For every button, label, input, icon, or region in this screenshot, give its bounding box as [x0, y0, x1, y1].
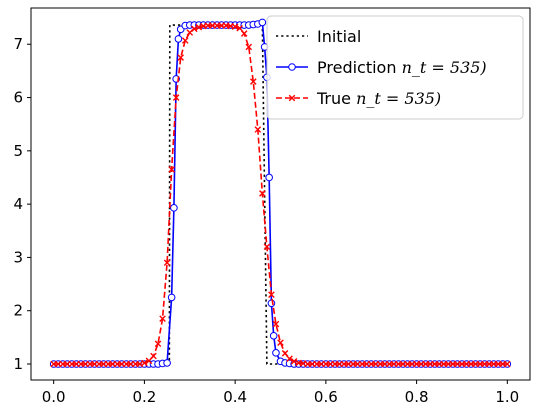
legend-label-2: True n_t = 535) — [316, 89, 441, 108]
x-tick-label-2: 0.4 — [223, 388, 247, 406]
series-2-point-45-stroke-b — [254, 126, 262, 133]
series-2-point-28-stroke-b — [177, 54, 184, 61]
x-tick-label-5: 1.0 — [495, 388, 519, 406]
series-2-point-47-stroke-b — [263, 243, 271, 251]
series-1-point-29 — [174, 35, 183, 43]
series-1-point-51 — [265, 173, 273, 182]
series-2-point-50 — [277, 339, 284, 346]
series-2-point-46 — [259, 190, 266, 197]
series-2-point-53 — [290, 358, 298, 365]
series-2-point-27-stroke-b — [172, 94, 180, 101]
y-tick-label-0: 1 — [13, 355, 23, 373]
series-2-point-29-stroke-b — [181, 37, 189, 44]
series-2-point-40-stroke-b — [231, 23, 239, 30]
legend-label-2-math: n_t = 535) — [351, 89, 441, 108]
series-2-point-23-stroke-b — [154, 340, 162, 348]
series-2-point-24-stroke-b — [159, 315, 166, 323]
x-tick-label-1: 0.2 — [132, 388, 156, 406]
series-2-point-28 — [177, 54, 184, 61]
x-tick-label-3: 0.6 — [314, 388, 338, 406]
series-2-point-43 — [245, 43, 253, 51]
series-2-point-41 — [236, 24, 243, 32]
series-2-point-22-stroke-b — [150, 352, 157, 360]
series-2-point-29 — [181, 37, 189, 44]
series-2-point-48-stroke-b — [268, 291, 275, 299]
series-2-point-100 — [504, 360, 511, 368]
series-2-point-20 — [141, 359, 148, 367]
series-2-point-49-stroke-b — [272, 320, 280, 328]
y-axis: 1 2 3 4 5 6 7 — [13, 35, 31, 373]
series-2-point-52 — [286, 355, 293, 362]
series-1-point-27 — [170, 204, 178, 212]
legend-label-1: Prediction n_t = 535) — [317, 58, 487, 77]
series-1-point-25 — [163, 359, 171, 367]
x-tick-label-0: 0.0 — [42, 388, 66, 406]
series-2-point-25 — [163, 259, 171, 267]
series-2-point-49 — [272, 320, 280, 328]
legend-box — [266, 15, 524, 120]
series-2-point-32-stroke-b — [195, 23, 203, 31]
x-axis: 0.0 0.2 0.4 0.6 0.8 1.0 — [42, 380, 519, 406]
series-2-line — [53, 24, 508, 365]
legend-label-1-math: n_t = 535) — [396, 58, 486, 77]
series-2-point-19 — [136, 360, 144, 368]
series-2-point-43-stroke-b — [245, 43, 253, 51]
series-2-point-32 — [195, 23, 203, 31]
y-tick-label-1: 2 — [13, 302, 23, 320]
y-tick-label-3: 4 — [13, 195, 23, 213]
series-1-point-48 — [258, 18, 267, 27]
series-2-point-19-stroke-b — [136, 360, 144, 368]
series-2-point-31 — [191, 25, 198, 33]
series-2 — [50, 22, 511, 368]
y-tick-label-5: 6 — [13, 89, 23, 107]
series-2-point-53-stroke-b — [290, 358, 298, 365]
series-2-point-27 — [172, 94, 180, 101]
legend-label-0: Initial — [317, 27, 361, 46]
series-2-point-44 — [249, 78, 257, 85]
x-tick-label-4: 0.8 — [405, 388, 429, 406]
series-2-point-41-stroke-b — [236, 24, 243, 32]
series-2-point-22 — [150, 352, 157, 360]
series-2-point-51 — [281, 350, 289, 357]
series-2-point-100-stroke-b — [504, 360, 511, 368]
series-2-point-42 — [240, 30, 248, 37]
legend: Initial Prediction n_t = 535) True n_t = 5… — [266, 15, 524, 120]
y-tick-label-6: 7 — [13, 35, 23, 53]
series-2-point-31-stroke-b — [191, 25, 198, 33]
series-1-point-53 — [269, 331, 278, 340]
series-2-point-40 — [231, 23, 239, 30]
series-2-point-48 — [268, 291, 275, 299]
series-2-point-52-stroke-b — [286, 355, 293, 362]
legend-marker-1 — [288, 63, 296, 71]
y-tick-label-4: 5 — [13, 142, 23, 160]
series-2-point-25-stroke-b — [163, 259, 171, 267]
series-2-point-23 — [154, 340, 162, 348]
series-2-point-26-stroke-b — [168, 166, 175, 173]
legend-marker-2 — [288, 94, 296, 102]
series-2-point-51-stroke-b — [281, 350, 289, 357]
series-2-point-44-stroke-b — [249, 78, 257, 85]
series-2-point-42-stroke-b — [240, 30, 248, 37]
series-2-point-46-stroke-b — [259, 190, 266, 197]
series-2-point-33-stroke-b — [200, 22, 207, 30]
series-1-point-26 — [167, 293, 176, 302]
legend-marker-2-stroke-b — [288, 94, 296, 102]
series-2-point-26 — [168, 166, 175, 173]
plot-area — [49, 18, 512, 368]
series-2-point-24 — [159, 315, 166, 323]
y-tick-label-2: 3 — [13, 248, 23, 266]
series-1-point-52 — [267, 299, 276, 308]
series-1-point-54 — [272, 349, 280, 357]
series-2-point-45 — [254, 126, 262, 133]
series-2-point-50-stroke-b — [277, 339, 284, 346]
series-2-point-47 — [263, 243, 271, 251]
series-2-point-20-stroke-b — [141, 359, 148, 367]
axes-frame — [30, 7, 531, 381]
